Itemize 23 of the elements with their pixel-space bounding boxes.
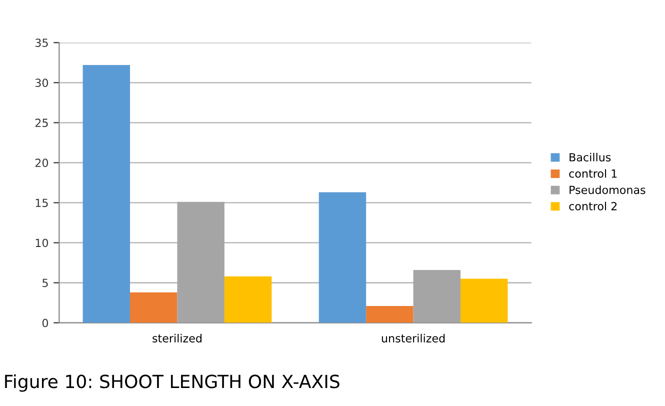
- x-tick-label: unsterilized: [382, 334, 445, 342]
- bar: [82, 65, 130, 323]
- y-tick-label: 25: [35, 118, 48, 128]
- y-tick-label: 20: [35, 158, 48, 168]
- y-tick-label: 35: [35, 38, 48, 48]
- y-tick-label: 5: [42, 278, 48, 288]
- legend-label: control 1: [569, 169, 617, 178]
- bar: [413, 270, 461, 323]
- legend-label: Pseudomonas: [570, 185, 646, 194]
- legend-label: Bacillus: [570, 152, 611, 162]
- bar: [130, 292, 178, 323]
- bar: [224, 276, 272, 323]
- x-tick-label: sterilized: [152, 334, 202, 342]
- bar: [366, 306, 414, 323]
- y-tick-label: 15: [36, 198, 48, 208]
- bar: [177, 202, 224, 323]
- y-tick-label: 30: [35, 78, 48, 88]
- bar: [460, 278, 508, 323]
- y-tick-label: 10: [36, 238, 48, 248]
- bar: [318, 192, 366, 323]
- y-tick-label: 0: [42, 318, 48, 328]
- legend-label: control 2: [569, 202, 617, 210]
- caption: Figure 10: SHOOT LENGTH ON X-AXIS: [5, 374, 340, 392]
